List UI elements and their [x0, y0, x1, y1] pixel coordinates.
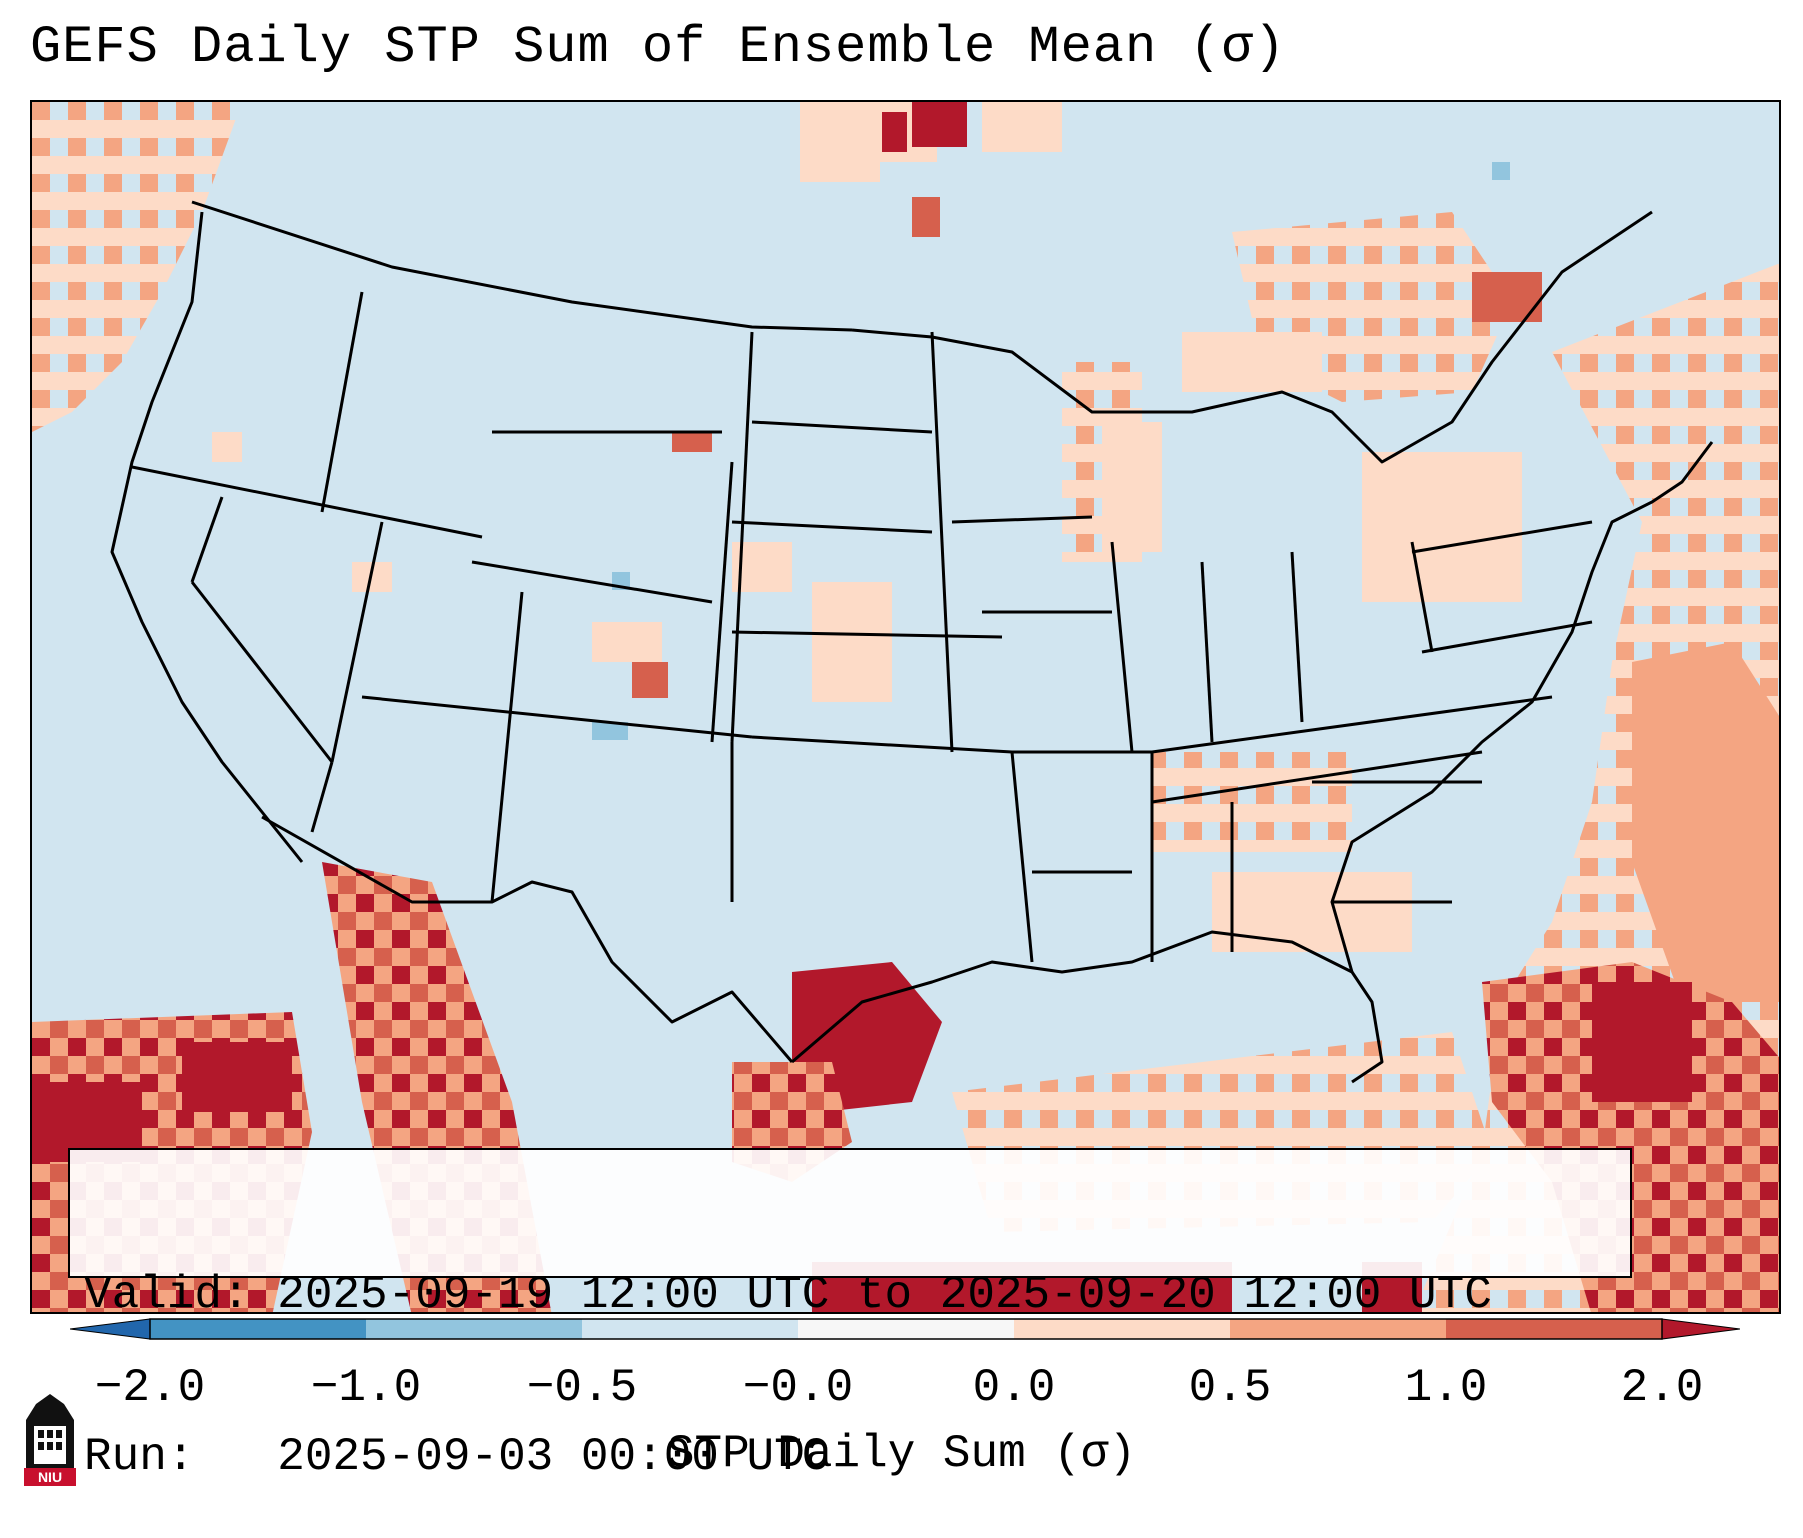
- colorbar-segment: [798, 1319, 1014, 1339]
- colorbar-tick: 2.0: [1620, 1362, 1704, 1414]
- colorbar-tick: 1.0: [1404, 1362, 1488, 1414]
- state-boundaries: [110, 200, 1714, 1084]
- svg-text:NIU: NIU: [38, 1469, 62, 1485]
- colorbar-tick: 0.0: [972, 1362, 1056, 1414]
- niu-logo: NIU: [24, 1394, 76, 1486]
- colorbar-segment: [1230, 1319, 1446, 1339]
- colorbar-segment: [1446, 1319, 1662, 1339]
- map-panel: [30, 100, 1781, 1314]
- colorbar-label: STP Daily Sum (σ): [666, 1428, 1137, 1480]
- chart-title: GEFS Daily STP Sum of Ensemble Mean (σ): [30, 18, 1286, 77]
- colorbar-segment: [366, 1319, 582, 1339]
- colorbar-tick: −1.0: [310, 1362, 422, 1414]
- run-time-line: Run: 2025-09-03 00:00 UTC: [84, 1431, 830, 1483]
- colorbar-extend-high: [1661, 1318, 1740, 1340]
- map-canvas: [32, 102, 1779, 1312]
- anomaly-field: [32, 102, 1779, 1312]
- colorbar-tick: −0.0: [742, 1362, 854, 1414]
- colorbar-segment: [582, 1319, 798, 1339]
- colorbar-tick: 0.5: [1188, 1362, 1272, 1414]
- colorbar-tick: −2.0: [94, 1362, 206, 1414]
- colorbar-tick: −0.5: [526, 1362, 638, 1414]
- valid-time-line: Valid: 2025-09-19 12:00 UTC to 2025-09-2…: [84, 1269, 1492, 1321]
- valid-run-info-box: Valid: 2025-09-19 12:00 UTC to 2025-09-2…: [68, 1148, 1632, 1483]
- colorbar: [70, 1318, 1740, 1340]
- colorbar-segment: [1014, 1319, 1230, 1339]
- colorbar-segment: [150, 1319, 366, 1339]
- colorbar-extend-low: [70, 1318, 151, 1340]
